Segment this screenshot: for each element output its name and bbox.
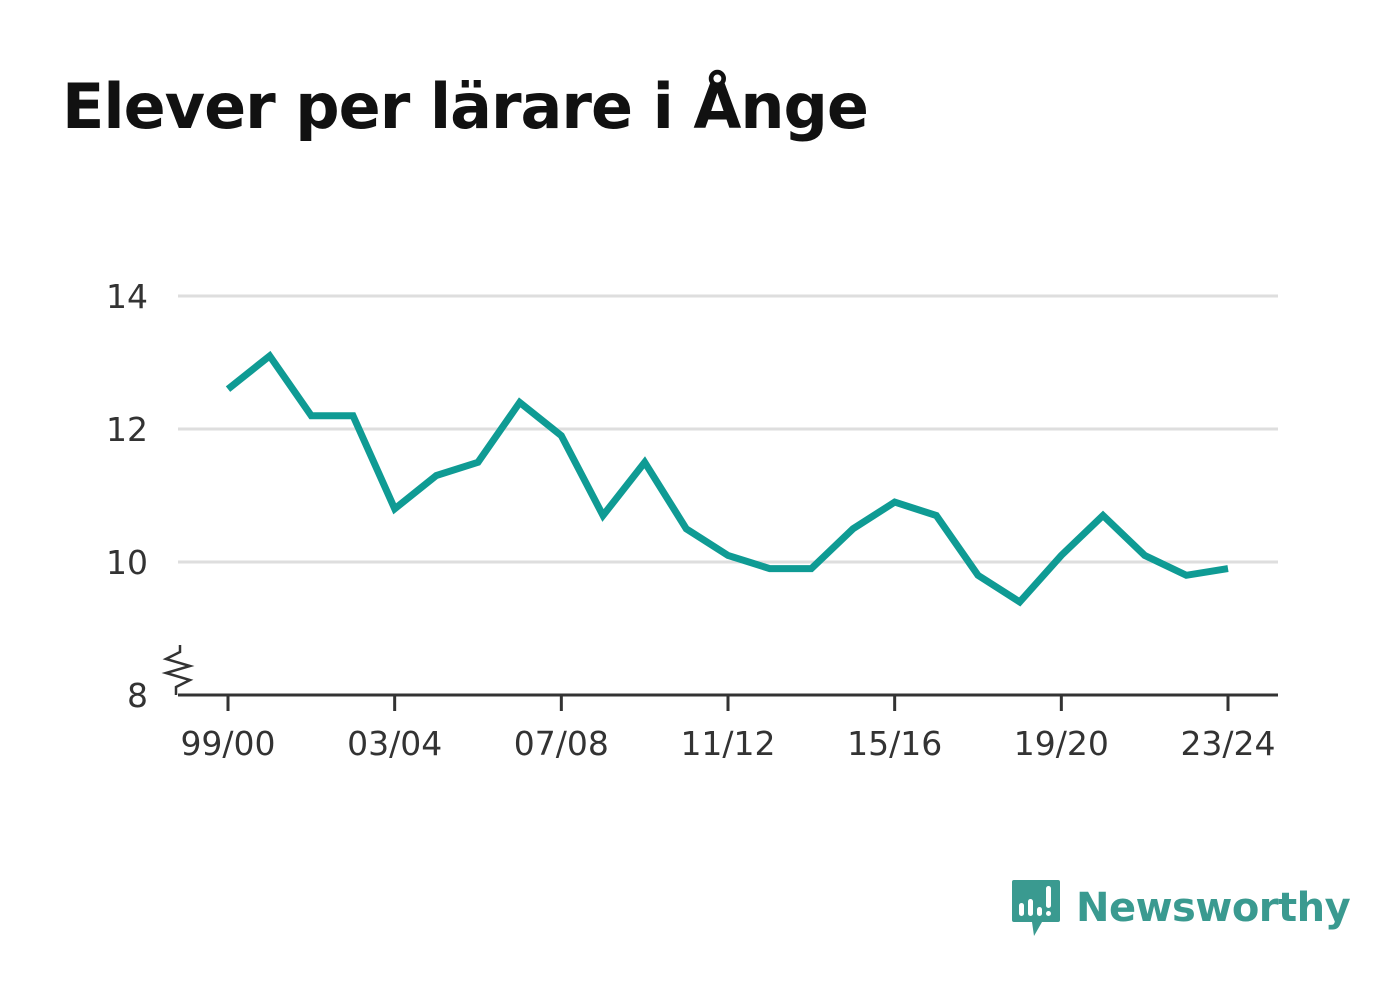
newsworthy-bar-chart-icon [1012,880,1060,936]
x-tick-label-07/08: 07/08 [514,724,609,763]
x-axis [161,645,1278,697]
y-tick-labels: 8 10 12 14 [106,277,148,715]
y-tick-label-8: 8 [127,676,148,715]
x-tick-label-19/20: 19/20 [1014,724,1109,763]
x-tick-label-99/00: 99/00 [180,724,275,763]
series-lines [225,350,1229,607]
x-tick-label-15/16: 15/16 [847,724,942,763]
y-tick-label-10: 10 [106,543,148,582]
logo-text: Newsworthy [1076,885,1351,931]
series-line-0 [225,350,1229,607]
y-axis-break-marker [161,645,195,695]
x-tick-label-23/24: 23/24 [1180,724,1275,763]
y-tick-label-14: 14 [106,277,148,316]
y-tick-label-12: 12 [106,410,148,449]
x-tick-label-11/12: 11/12 [680,724,775,763]
newsworthy-logo: Newsworthy [1010,878,1351,938]
x-tick-label-03/04: 03/04 [347,724,442,763]
x-tick-labels: 99/00 03/04 07/08 11/12 15/16 19/20 23/24 [180,695,1276,763]
chart-title: Elever per lärare i Ånge [62,70,869,143]
